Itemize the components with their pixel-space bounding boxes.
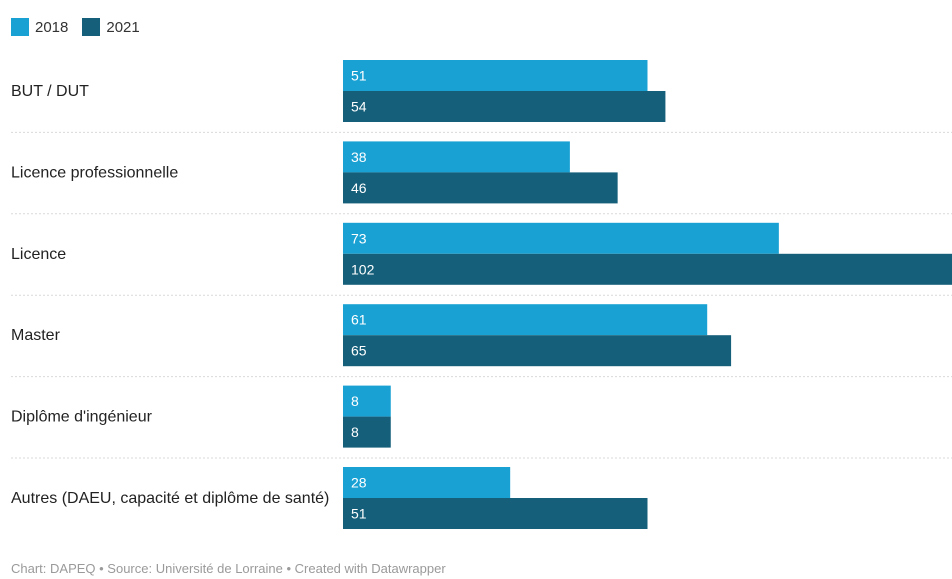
category-label: Licence professionnelle [11,164,178,181]
bar-value-label: 65 [351,343,367,359]
legend-label-2021: 2021 [106,18,140,36]
bar-2021 [343,335,732,367]
bar-2021 [343,253,952,285]
legend-swatch-2018 [11,18,29,36]
bar-value-label: 8 [351,424,359,440]
legend: 2018 2021 [11,16,154,38]
legend-item-2018: 2018 [11,18,68,36]
bar-2018 [343,60,648,91]
bar-2021 [343,498,648,529]
bar-value-label: 8 [351,393,359,409]
bar-2018 [343,467,511,498]
bar-2021 [343,91,666,122]
bar-2018 [343,222,779,254]
category-label: Licence [11,246,66,263]
chart-footer: Chart: DAPEQ • Source: Université de Lor… [11,561,446,576]
category-label: Diplôme d'ingénieur [11,409,153,426]
category-label: Master [11,327,61,344]
bar-value-label: 51 [351,68,367,84]
bar-2021 [343,416,391,448]
bar-value-label: 61 [351,312,367,328]
bar-2018 [343,141,570,173]
bar-value-label: 46 [351,180,367,196]
category-label: Autres (DAEU, capacité et diplôme de san… [11,490,329,507]
bar-2018 [343,304,708,336]
bar-value-label: 51 [351,506,367,522]
bar-value-label: 73 [351,230,367,246]
bar-2021 [343,172,618,204]
category-label: BUT / DUT [11,83,89,100]
bar-2018 [343,385,391,417]
legend-swatch-2021 [82,18,101,36]
legend-label-2018: 2018 [35,18,69,36]
bar-value-label: 102 [351,261,375,277]
bar-value-label: 38 [351,149,367,165]
bar-value-label: 28 [351,475,367,491]
legend-item-2021: 2021 [82,18,140,36]
bar-value-label: 54 [351,99,367,115]
